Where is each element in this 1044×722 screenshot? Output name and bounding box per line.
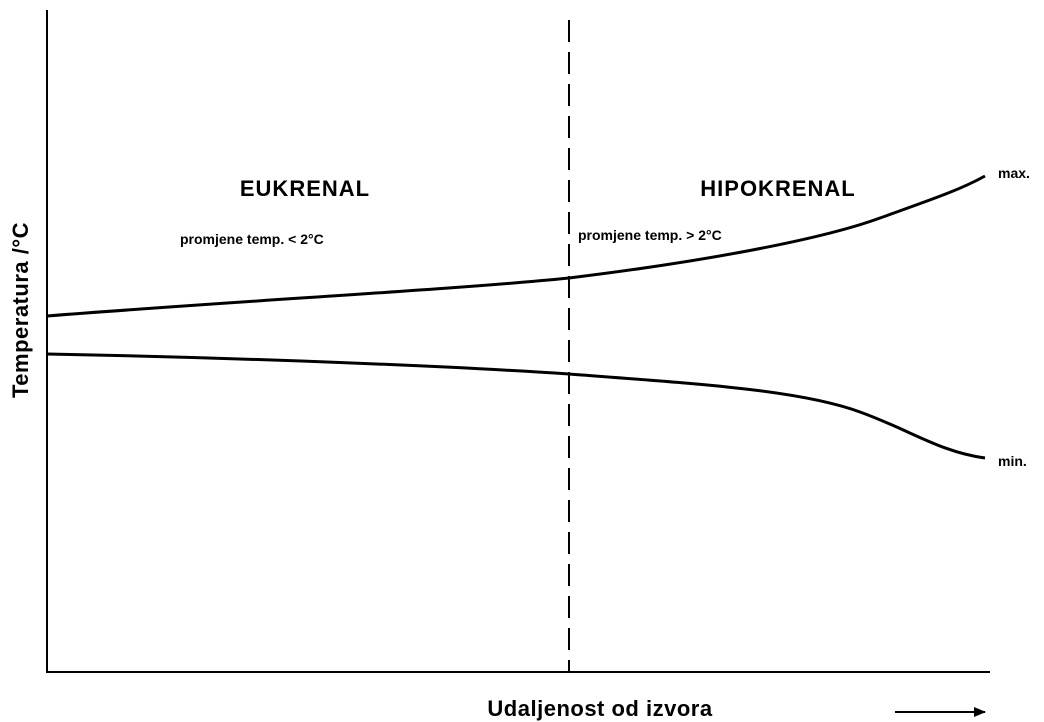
x-axis-title: Udaljenost od izvora xyxy=(487,696,712,721)
zone-note: promjene temp. > 2°C xyxy=(578,227,722,243)
curve-label: max. xyxy=(998,165,1030,181)
y-axis-title: Temperatura /°C xyxy=(8,222,33,398)
zone-note: promjene temp. < 2°C xyxy=(180,231,324,247)
min-curve xyxy=(46,352,986,460)
zone-title: HIPOKRENAL xyxy=(700,176,855,201)
max-curve xyxy=(46,174,986,318)
zone-title: EUKRENAL xyxy=(240,176,370,201)
curve-label: min. xyxy=(998,453,1027,469)
